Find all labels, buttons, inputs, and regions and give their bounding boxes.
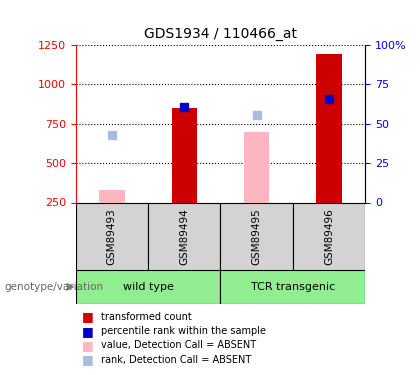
Bar — [244, 132, 269, 203]
Text: ■: ■ — [82, 325, 94, 338]
Bar — [220, 270, 365, 304]
Text: GSM89496: GSM89496 — [324, 208, 334, 265]
Text: ■: ■ — [82, 339, 94, 352]
Text: GSM89493: GSM89493 — [107, 208, 117, 265]
Text: genotype/variation: genotype/variation — [4, 282, 103, 292]
Text: percentile rank within the sample: percentile rank within the sample — [101, 326, 266, 336]
Bar — [317, 54, 342, 202]
Bar — [172, 108, 197, 202]
Text: rank, Detection Call = ABSENT: rank, Detection Call = ABSENT — [101, 355, 251, 364]
Bar — [99, 190, 124, 202]
Text: ■: ■ — [82, 353, 94, 366]
Bar — [76, 270, 220, 304]
Text: value, Detection Call = ABSENT: value, Detection Call = ABSENT — [101, 340, 256, 350]
Bar — [293, 202, 365, 270]
Text: GSM89494: GSM89494 — [179, 208, 189, 265]
Bar — [76, 202, 148, 270]
Bar — [148, 202, 221, 270]
Text: GSM89495: GSM89495 — [252, 208, 262, 265]
Text: wild type: wild type — [123, 282, 173, 292]
Text: ■: ■ — [82, 310, 94, 323]
Bar — [220, 202, 293, 270]
Title: GDS1934 / 110466_at: GDS1934 / 110466_at — [144, 27, 297, 41]
Text: transformed count: transformed count — [101, 312, 192, 322]
Text: TCR transgenic: TCR transgenic — [251, 282, 335, 292]
